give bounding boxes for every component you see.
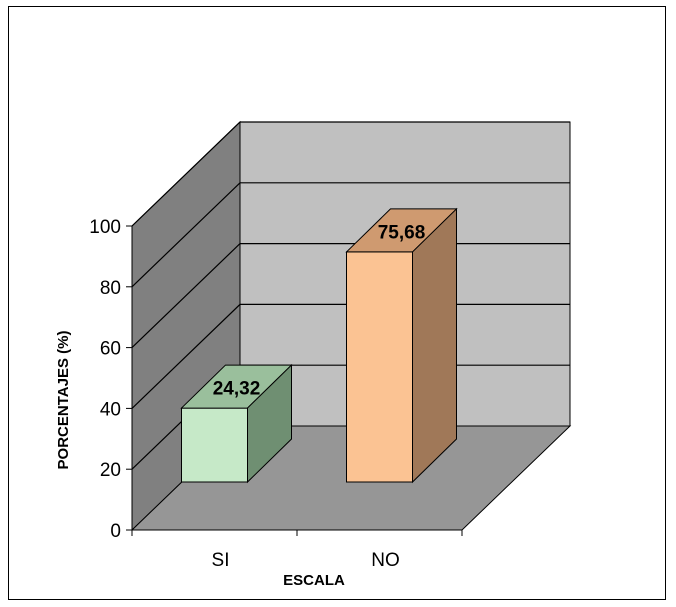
bar-front [181,407,248,483]
bar-front [346,251,413,483]
bars [180,207,458,484]
gridline [131,303,570,409]
labels: 24,32 75,68 [213,222,426,399]
y-tick-label: 60 [100,339,121,360]
bar-no [345,207,458,484]
data-label: 24,32 [213,379,261,400]
bar-side [412,207,457,484]
gridline [131,121,570,227]
y-tick-label: 80 [100,278,121,299]
y-tick-label: 100 [89,217,121,238]
gridline [131,182,570,288]
data-label: 75,68 [378,222,426,243]
y-tick-label: 20 [100,460,121,481]
x-tick-label: NO [371,550,400,571]
gridline [131,243,570,349]
x-axis-title: ESCALA [283,572,345,589]
bar-side [247,363,292,484]
axes: 0 20 40 60 80 100 SI NO [89,217,463,571]
y-axis-title: PORCENTAJES (%) [55,331,72,470]
bar-si [180,363,293,484]
y-tick-label: 40 [100,399,121,420]
x-tick-label: SI [212,550,230,571]
y-tick-label: 0 [110,521,121,542]
